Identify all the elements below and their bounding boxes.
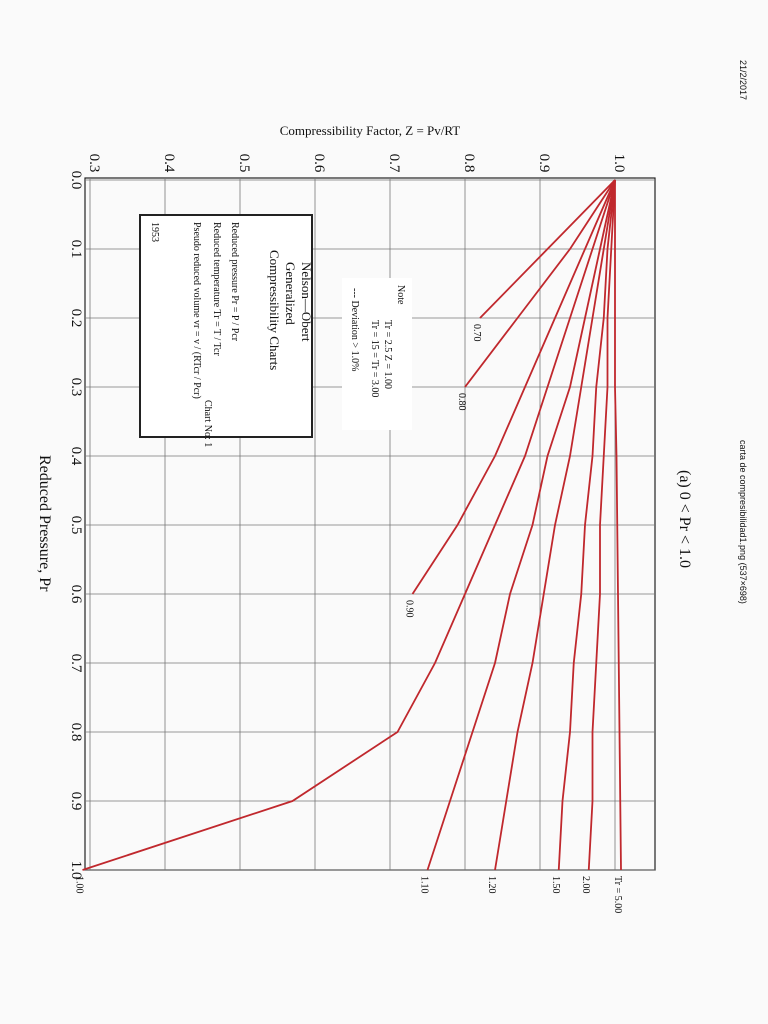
isotherm-label: 0.80: [456, 393, 467, 411]
isotherm-line: [614, 180, 622, 871]
isotherm-label: 0.90: [404, 600, 415, 618]
x-tick-label: 0.6: [68, 585, 84, 604]
isotherm-label: 0.70: [471, 324, 482, 342]
x-tick-label: 0.3: [68, 378, 84, 397]
isotherm-label: Tr = 5.00: [612, 876, 623, 913]
isotherm-label: 1.50: [550, 876, 561, 894]
x-axis-label: Reduced Pressure, Pr: [36, 455, 53, 592]
isotherm-line: [494, 179, 616, 871]
x-tick-label: 0.2: [68, 309, 84, 328]
chart-number: Chart No: 1: [202, 400, 213, 447]
y-tick-label: 0.4: [161, 154, 177, 173]
header-date: 21/2/2017: [738, 60, 748, 100]
legend-box: Nelson—Obert Generalized Compressibility…: [139, 214, 314, 447]
x-tick-label: 0.0: [68, 171, 84, 190]
chart-title: Compressibility Factor, Z = Pv/RT: [280, 123, 461, 138]
y-tick-label: 0.9: [536, 154, 552, 173]
y-tick-label: 0.3: [86, 154, 102, 173]
isotherm-line: [411, 179, 616, 595]
note-line: Note: [395, 285, 406, 305]
isotherm-label: 1.00: [74, 876, 85, 894]
isotherm-label: 1.20: [486, 876, 497, 894]
legend-line: Reduced pressure Pr = P / Pcr: [229, 222, 240, 342]
x-tick-label: 0.8: [68, 723, 84, 742]
isotherm-line: [426, 179, 616, 871]
y-tick-label: 0.5: [236, 154, 252, 173]
legend-line: Pseudo reduced volume vr = v / (RTcr / P…: [191, 222, 202, 399]
note-frame: [342, 278, 412, 430]
legend-frame: [139, 214, 313, 438]
x-tick-label: 0.5: [68, 516, 84, 535]
header-file: carta de compresibilidad1.png (537×698): [738, 440, 748, 604]
isotherm-line: [479, 179, 616, 319]
year: 1953: [149, 222, 160, 242]
legend-title: Compressibility Charts: [267, 250, 282, 370]
isotherm-line: [557, 179, 616, 871]
y-tick-label: 1.0: [611, 154, 627, 173]
isotherm-line: [464, 179, 616, 388]
note-line: --- Deviation > 1.0%: [349, 288, 360, 371]
x-tick-label: 1.0: [68, 861, 84, 880]
isotherm-label: 2.00: [580, 876, 591, 894]
legend-title: Generalized: [283, 262, 298, 325]
x-tick-label: 0.1: [68, 240, 84, 259]
y-tick-label: 0.7: [386, 154, 402, 173]
isotherm-line: [587, 179, 616, 871]
chart-subtitle: (a) 0 < Pr < 1.0: [676, 470, 693, 568]
isotherm-line: [82, 179, 616, 871]
y-tick-label: 0.8: [461, 154, 477, 173]
isotherm-label: 1.10: [419, 876, 430, 894]
note-box: Note Tr = 2.5 Z = 1.00 Tr = 15 = Tr = 3.…: [342, 278, 412, 430]
legend-line: Reduced temperature Tr = T / Tcr: [211, 222, 222, 356]
x-tick-label: 0.9: [68, 792, 84, 811]
legend-title: Nelson—Obert: [299, 262, 314, 342]
x-tick-label: 0.4: [68, 447, 84, 466]
x-tick-label: 0.7: [68, 654, 84, 673]
note-line: Tr = 2.5 Z = 1.00: [382, 320, 393, 389]
y-tick-label: 0.6: [311, 154, 327, 173]
note-line: Tr = 15 = Tr = 3.00: [369, 320, 380, 397]
